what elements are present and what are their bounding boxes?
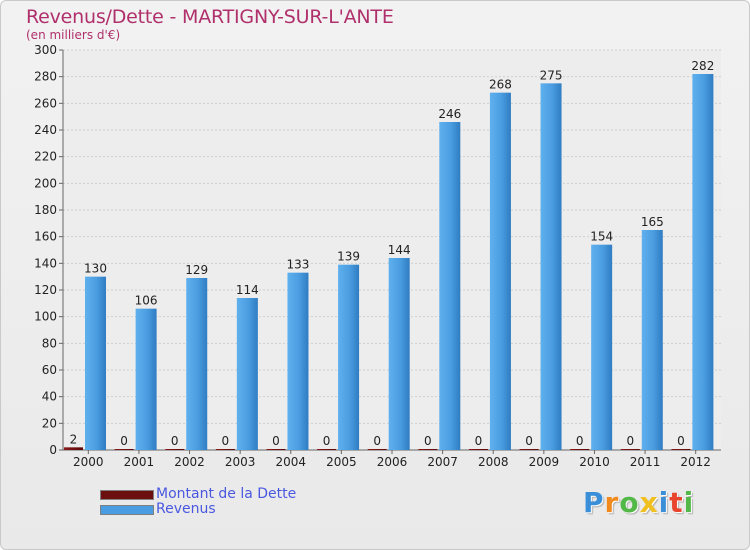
bar-dette (215, 449, 235, 450)
data-label-dette: 0 (120, 434, 128, 448)
bar-dette (317, 449, 337, 450)
chart-subtitle: (en milliers d'€) (26, 28, 121, 42)
logo-letter: P (583, 486, 605, 519)
data-label-dette: 0 (576, 434, 584, 448)
bar-revenus (540, 83, 562, 450)
data-label-dette: 0 (323, 434, 331, 448)
bar-dette (570, 449, 590, 450)
y-tick-label: 300 (34, 43, 57, 57)
bar-revenus (591, 244, 613, 450)
bar-revenus (641, 230, 663, 450)
y-tick-label: 180 (34, 203, 57, 217)
proxiti-logo: Proxiti (583, 486, 694, 519)
x-tick-label: 2003 (225, 455, 256, 469)
x-tick-label: 2004 (275, 455, 306, 469)
data-label-dette: 0 (171, 434, 179, 448)
data-label-revenus: 144 (388, 243, 411, 257)
data-label-dette: 0 (677, 434, 685, 448)
data-label-revenus: 129 (185, 263, 208, 277)
data-label-revenus: 268 (489, 78, 512, 92)
bar-revenus (439, 122, 461, 450)
logo-letter: i (658, 486, 670, 519)
logo-letter: i (683, 486, 695, 519)
data-label-revenus: 106 (135, 294, 158, 308)
data-label-revenus: 114 (236, 283, 259, 297)
data-label-revenus: 282 (691, 59, 714, 73)
x-tick-label: 2005 (326, 455, 357, 469)
bar-revenus (85, 276, 106, 450)
x-tick-label: 2002 (174, 455, 205, 469)
data-label-revenus: 133 (287, 258, 310, 272)
x-tick-label: 2007 (427, 455, 458, 469)
data-label-dette: 0 (424, 434, 432, 448)
x-tick-label: 2008 (478, 455, 509, 469)
y-tick-label: 120 (34, 283, 57, 297)
bar-revenus (186, 278, 208, 450)
y-tick-label: 140 (34, 256, 57, 270)
bar-dette (671, 449, 691, 450)
x-tick-label: 2009 (529, 455, 560, 469)
legend-label-dette: Montant de la Dette (156, 486, 297, 502)
data-label-dette: 0 (222, 434, 230, 448)
data-label-dette: 0 (525, 434, 533, 448)
legend-swatch-dette (100, 490, 154, 500)
bar-revenus (338, 264, 360, 450)
y-tick-label: 20 (42, 416, 57, 430)
data-label-revenus: 165 (641, 215, 664, 229)
x-tick-label: 2011 (630, 455, 661, 469)
bar-dette (519, 449, 539, 450)
data-label-dette: 2 (70, 432, 78, 446)
y-tick-label: 200 (34, 176, 57, 190)
logo-letter: t (669, 486, 684, 519)
y-tick-label: 280 (34, 70, 57, 84)
y-tick-label: 160 (34, 230, 57, 244)
data-label-revenus: 246 (438, 107, 461, 121)
data-label-revenus: 275 (540, 68, 563, 82)
x-tick-label: 2010 (579, 455, 610, 469)
data-label-revenus: 154 (590, 230, 613, 244)
x-tick-label: 2006 (377, 455, 408, 469)
y-tick-label: 40 (42, 390, 57, 404)
data-label-dette: 0 (272, 434, 280, 448)
data-label-dette: 0 (373, 434, 381, 448)
y-tick-label: 80 (42, 336, 57, 350)
bar-revenus (287, 272, 309, 450)
bar-dette (114, 449, 134, 450)
logo-letter: x (639, 486, 659, 519)
data-label-dette: 0 (475, 434, 483, 448)
bar-dette (468, 449, 488, 450)
legend-swatch-revenus (100, 505, 154, 515)
y-tick-label: 220 (34, 150, 57, 164)
x-tick-label: 2012 (680, 455, 711, 469)
logo-letter: r (604, 486, 620, 519)
y-tick-label: 260 (34, 96, 57, 110)
data-label-revenus: 130 (84, 262, 107, 276)
bar-dette (418, 449, 438, 450)
x-tick-label: 2000 (73, 455, 104, 469)
bar-revenus (236, 298, 258, 450)
bar-revenus (692, 74, 714, 450)
y-tick-label: 240 (34, 123, 57, 137)
bar-revenus (388, 258, 410, 450)
bar-dette (266, 449, 286, 450)
x-tick-label: 2001 (124, 455, 155, 469)
bar-dette (165, 449, 185, 450)
y-tick-label: 0 (49, 443, 57, 457)
bar-revenus (135, 308, 157, 450)
y-tick-label: 60 (42, 363, 57, 377)
legend-label-revenus: Revenus (156, 501, 216, 517)
bar-dette (367, 449, 387, 450)
data-label-revenus: 139 (337, 250, 360, 264)
bar-revenus (489, 92, 511, 451)
chart-title: Revenus/Dette - MARTIGNY-SUR-L'ANTE (26, 6, 394, 28)
bar-dette (64, 447, 83, 450)
y-tick-label: 100 (34, 310, 57, 324)
logo-letter: o (619, 486, 640, 519)
bar-dette (620, 449, 640, 450)
data-label-dette: 0 (626, 434, 634, 448)
